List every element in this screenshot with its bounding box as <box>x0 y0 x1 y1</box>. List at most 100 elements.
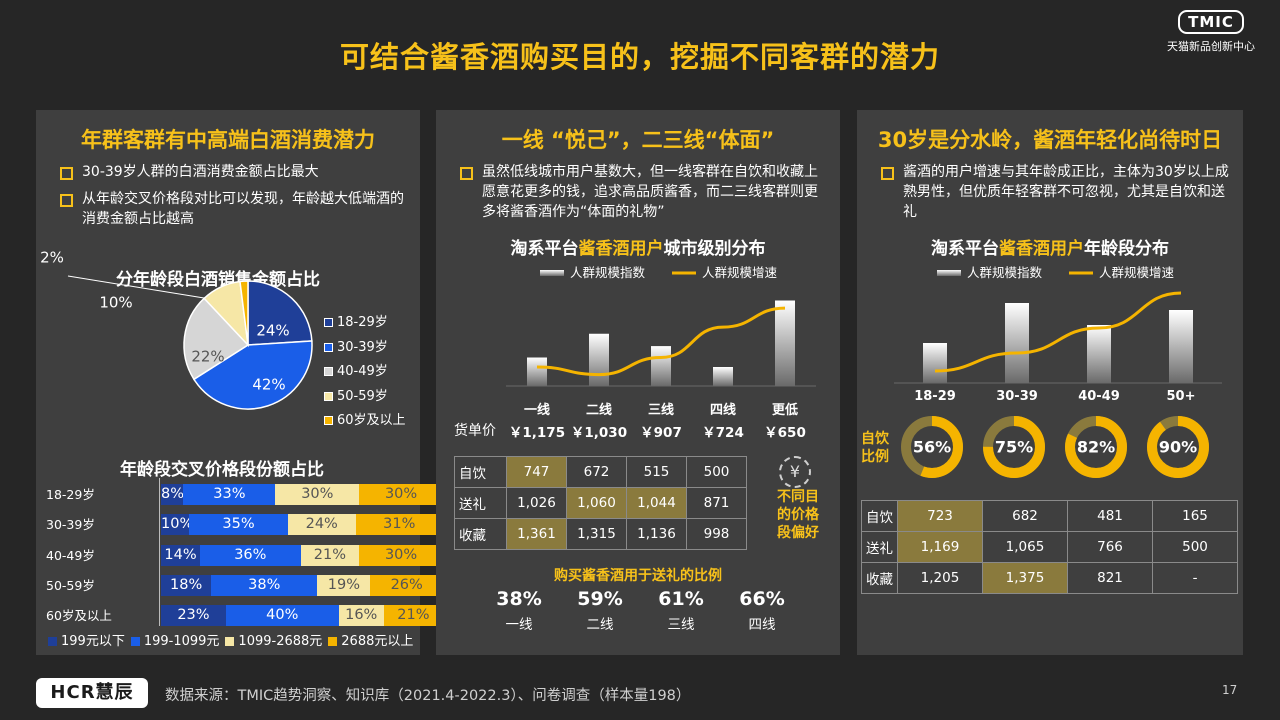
xbar-legend-item: 199元以下 <box>48 634 125 649</box>
pie-value-label: 10% <box>99 294 132 312</box>
city-table: 自饮 747 672 515 500 送礼 1,026 1,060 1,044 871 收藏 1,36… <box>454 456 747 550</box>
gift-label: 一线 <box>505 617 533 633</box>
page-title: 可结合酱香酒购买目的，挖掘不同客群的潜力 <box>339 40 940 74</box>
pie-legend-item: 30-39岁 <box>324 336 406 361</box>
xbar-segment: 31% <box>355 514 443 536</box>
row-header: 自饮 <box>454 456 507 488</box>
xbar-segment: 35% <box>189 514 288 536</box>
price-value: ￥650 <box>764 425 806 441</box>
xbar-segment: 14% <box>161 544 201 566</box>
price-value: ￥1,030 <box>570 425 628 441</box>
pie-chart: 24% 42% 22% 10% 2% <box>40 250 313 410</box>
table-cell: 1,205 <box>897 562 983 594</box>
xbar-segment: 23% <box>161 605 226 627</box>
combo-line <box>934 291 1182 373</box>
table-row: 自饮 747 672 515 500 <box>454 456 747 488</box>
pie-legend-item: 50-59岁 <box>324 385 406 410</box>
table-cell: 747 <box>506 456 567 488</box>
combo-category-label: 30-39 <box>996 389 1038 404</box>
ring-label: 自饮 比例 <box>861 431 889 465</box>
combo-category-label: 18-29 <box>914 389 956 404</box>
xbar-category-label: 30-39岁 <box>46 517 95 533</box>
donut-fill <box>1147 416 1209 478</box>
table-cell: 1,065 <box>982 531 1068 563</box>
combo-bar <box>1169 310 1193 383</box>
combo-category-label: 三线 <box>648 402 674 418</box>
combo-bar <box>775 300 795 386</box>
table-cell: 871 <box>686 487 747 519</box>
gift-label: 三线 <box>667 617 695 633</box>
table-cell: - <box>1152 562 1238 594</box>
legend-swatch <box>324 391 333 401</box>
xbar-segment: 30% <box>359 484 443 505</box>
xbar-legend-item: 2688元以上 <box>328 634 413 649</box>
tmic-logo: TMIC <box>1178 10 1244 34</box>
legend-swatch <box>540 270 564 276</box>
donut-value: 56% <box>913 438 951 457</box>
table-row: 自饮 723 682 481 165 <box>861 500 1238 532</box>
row-header: 自饮 <box>861 500 898 532</box>
combo-category-label: 四线 <box>710 402 736 418</box>
legend-swatch <box>225 637 235 646</box>
xbar-category-label: 18-29岁 <box>46 487 95 502</box>
xbar-axis <box>159 478 160 626</box>
donut-value: 90% <box>1159 438 1197 457</box>
xbar-segment: 16% <box>338 605 384 627</box>
table-cell: 998 <box>686 518 747 550</box>
left-bullet-2: 从年龄交叉价格段对比可以发现，年龄越大低端酒的消费金额占比越高 <box>60 189 412 229</box>
hcr-logo: HCR慧辰 <box>36 678 148 708</box>
table-cell: 1,315 <box>566 518 627 550</box>
legend-swatch <box>324 342 333 352</box>
combo-bar <box>589 333 609 386</box>
legend-swatch <box>130 637 140 646</box>
gift-value: 59% <box>577 588 623 610</box>
table-row: 收藏 1,205 1,375 821- <box>861 562 1238 594</box>
legend-label: 人群规模增速 <box>1099 265 1175 280</box>
table-cell: 672 <box>566 456 627 488</box>
brand-sub: 天猫新品创新中心 <box>1167 40 1255 53</box>
legend-swatch <box>937 270 961 276</box>
left-panel-title: 年群客群有中高端白酒消费潜力 <box>81 128 375 152</box>
footer-source: 数据来源：TMIC趋势洞察、知识库（2021.4-2022.3）、问卷调查（样本… <box>165 688 691 704</box>
xbar-row: 23% 40% 16% 21% <box>161 605 443 627</box>
right-bullet: 酱酒的用户增速与其年龄成正比，主体为30岁以上成熟男性，但优质年轻客群不可忽视，… <box>881 162 1233 222</box>
panel-middle: 一线 “悦己”，二三线“体面” 虽然低线城市用户基数大，但一线客群在自饮和收藏上… <box>436 110 840 655</box>
pie-leader-line <box>67 275 205 299</box>
combo-category-label: 40-49 <box>1078 389 1120 404</box>
xbar-title: 年龄段交叉价格段份额占比 <box>120 460 324 480</box>
right-panel-title: 30岁是分水岭，酱酒年轻化尚待时日 <box>877 128 1223 152</box>
pie-legend-item: 60岁及以上 <box>324 409 406 434</box>
combo-category-label: 一线 <box>524 402 550 418</box>
combo-bar <box>713 367 733 386</box>
xbar-segment: 8% <box>161 484 184 505</box>
gift-value: 66% <box>739 588 785 610</box>
panel-right: 30岁是分水岭，酱酒年轻化尚待时日 酱酒的用户增速与其年龄成正比，主体为30岁以… <box>857 110 1243 655</box>
xbar-category-label: 40-49岁 <box>46 547 95 563</box>
combo-bar <box>1005 303 1029 383</box>
legend-swatch <box>324 416 333 425</box>
donut-fill <box>1065 416 1127 478</box>
age-table: 自饮 723 682 481 165 送礼 1,169 1,065 766 500 收藏 1,205 1… <box>861 500 1238 594</box>
age-chart-title: 淘系平台酱香酒用户年龄段分布 <box>931 239 1169 259</box>
price-value: ￥907 <box>640 425 682 441</box>
xbar-segment: 30% <box>359 544 443 566</box>
table-row: 送礼 1,026 1,060 1,044 871 <box>454 487 747 519</box>
footer <box>0 672 1280 720</box>
table-cell: 682 <box>982 500 1068 532</box>
legend-swatch <box>324 318 333 327</box>
combo-category-label: 更低 <box>772 402 798 418</box>
row-header: 收藏 <box>454 518 507 550</box>
row-header: 送礼 <box>454 487 507 519</box>
price-value: ￥724 <box>702 425 744 441</box>
combo-bar <box>527 357 547 386</box>
combo-category-label: 二线 <box>586 402 612 418</box>
combo-bar <box>923 343 947 383</box>
donut-fill <box>983 416 1045 478</box>
combo-legend: 人群规模指数 人群规模增速 <box>937 265 1175 280</box>
middle-bullet: 虽然低线城市用户基数大，但一线客群在自饮和收藏上愿意花更多的钱，追求高品质酱香，… <box>460 162 822 222</box>
legend-swatch <box>324 367 333 376</box>
xbar-segment: 30% <box>275 484 360 505</box>
xbar-segment: 26% <box>370 574 443 596</box>
xbar-row: 18% 38% 19% 26% <box>161 574 443 596</box>
gift-title: 购买酱香酒用于送礼的比例 <box>554 568 722 584</box>
